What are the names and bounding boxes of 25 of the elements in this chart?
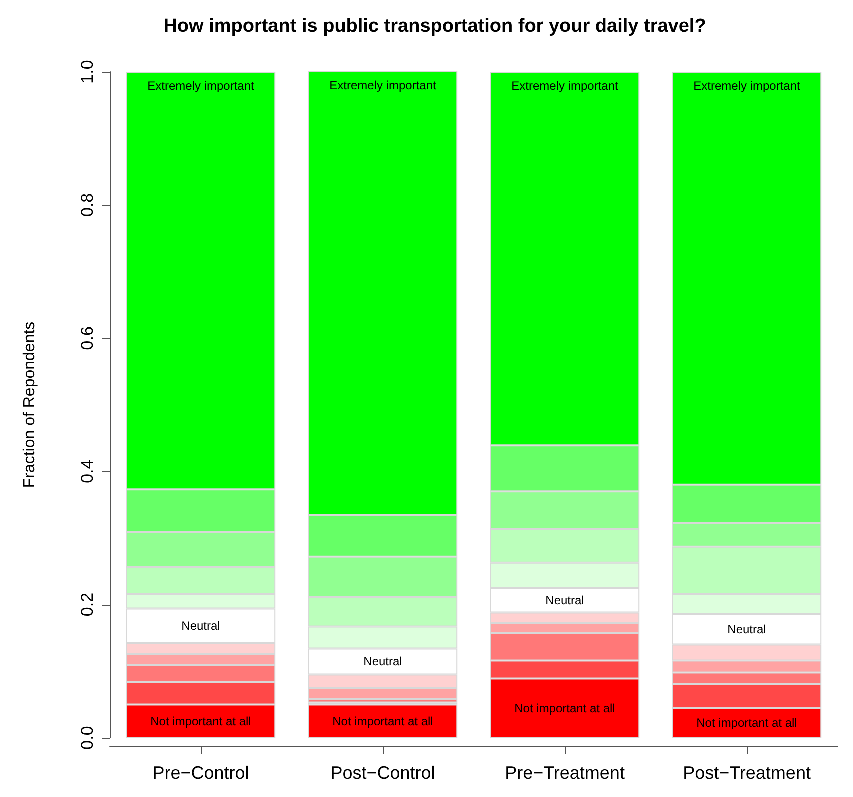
chart-title: How important is public transportation for your daily travel?	[164, 16, 706, 37]
series-label: Neutral	[546, 593, 584, 608]
y-tick-label: 0.2	[78, 592, 97, 617]
text: Neutral	[182, 619, 220, 634]
text: Not important at all	[514, 701, 616, 716]
text: Extremely important	[330, 78, 436, 92]
y-tick-label: 0.0	[78, 726, 97, 750]
text: Not important at all	[150, 714, 252, 728]
x-tick-label: Pre−Treatment	[505, 763, 625, 783]
y-tick-label: 1.0	[78, 60, 97, 84]
text: Neutral	[728, 622, 766, 636]
text: Extremely important	[512, 79, 618, 93]
series-label: Not important at all	[696, 716, 798, 730]
x-tick-label: Post−Treatment	[683, 763, 811, 783]
x-tick-label: Pre−Control	[152, 763, 250, 783]
text: Not important at all	[332, 714, 434, 728]
text: Neutral	[364, 654, 402, 669]
series-label: Extremely important	[148, 79, 256, 93]
y-axis-title: Fraction of Repondents	[22, 322, 38, 488]
text: Extremely important	[694, 79, 800, 93]
y-tick-label: 0.8	[78, 193, 97, 218]
y-tick-label: 0.4	[78, 460, 97, 484]
x-tick-label: Post−Control	[330, 763, 436, 783]
bar	[308, 704, 458, 738]
y-tick-label: 0.6	[78, 326, 97, 350]
